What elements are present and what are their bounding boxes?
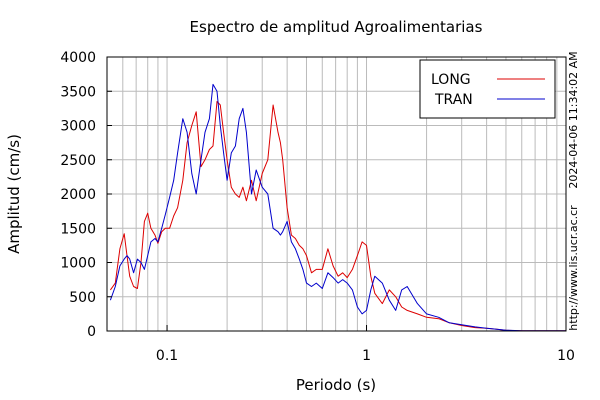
source-url-label: http://www.lis.ucr.ac.cr bbox=[567, 205, 580, 331]
x-axis-ticks: 0.1 1 10 bbox=[156, 325, 575, 364]
legend-label-long: LONG bbox=[431, 72, 471, 88]
y-tick-label: 500 bbox=[69, 290, 96, 306]
series-line-long bbox=[109, 101, 566, 332]
y-tick-label: 3000 bbox=[60, 119, 96, 135]
y-tick-label: 3500 bbox=[60, 84, 96, 100]
timestamp-label: 2024-04-06 11:34:02 AM bbox=[567, 51, 580, 188]
y-tick-label: 0 bbox=[87, 324, 96, 340]
x-tick-label: 10 bbox=[557, 348, 575, 364]
x-tick-label: 1 bbox=[362, 348, 371, 364]
y-tick-label: 2000 bbox=[60, 187, 96, 203]
x-axis-label: Periodo (s) bbox=[296, 376, 376, 394]
legend-label-tran: TRAN bbox=[434, 92, 473, 108]
y-tick-label: 1500 bbox=[60, 221, 96, 237]
series-line-tran bbox=[109, 83, 566, 332]
y-tick-label: 2500 bbox=[60, 153, 96, 169]
legend: LONG TRAN bbox=[419, 59, 556, 119]
series-layer bbox=[109, 83, 566, 332]
y-axis-label: Amplitud (cm/s) bbox=[5, 134, 23, 254]
y-tick-label: 1000 bbox=[60, 256, 96, 272]
x-tick-label: 0.1 bbox=[156, 348, 178, 364]
chart-title: Espectro de amplitud Agroalimentarias bbox=[190, 18, 483, 36]
legend-box bbox=[419, 59, 556, 119]
y-axis-ticks: 0 500 1000 1500 2000 2500 3000 3500 4000 bbox=[60, 50, 112, 340]
y-tick-label: 4000 bbox=[60, 50, 96, 66]
